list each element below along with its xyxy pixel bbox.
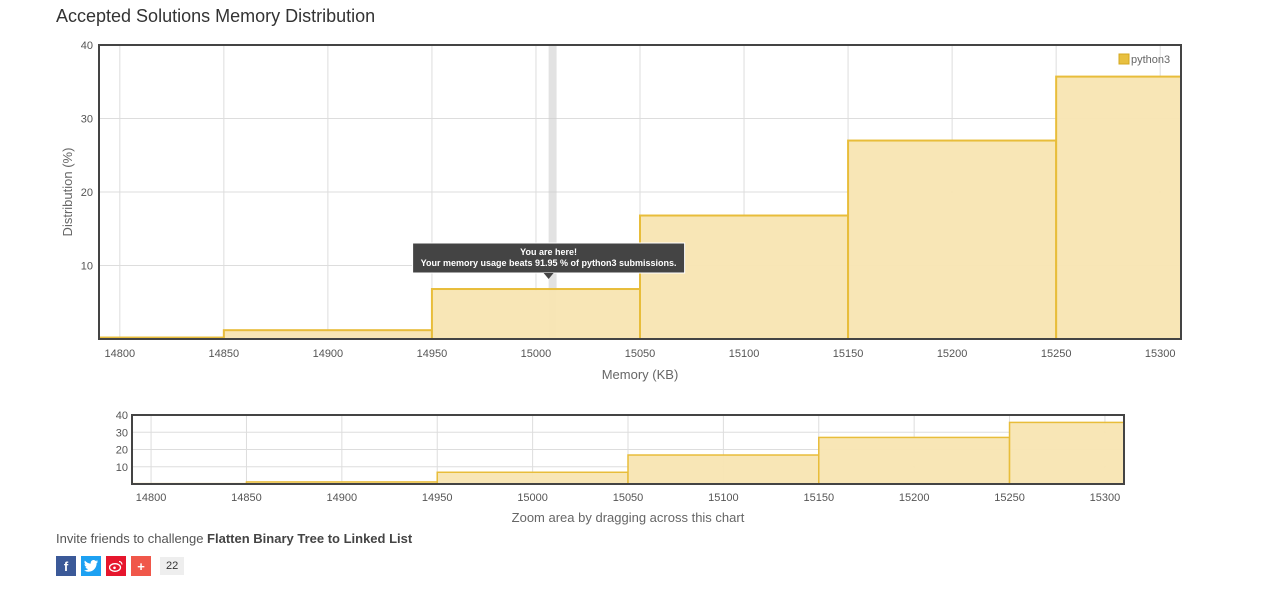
you-are-here-marker — [548, 45, 557, 339]
x-tick-label: 15200 — [899, 492, 930, 504]
problem-name[interactable]: Flatten Binary Tree to Linked List — [207, 531, 413, 546]
y-tick-label: 30 — [81, 114, 93, 126]
x-tick-label: 14800 — [105, 348, 136, 360]
x-tick-label: 15300 — [1145, 348, 1176, 360]
x-tick-label: 15000 — [517, 492, 548, 504]
legend-label: python3 — [1131, 54, 1170, 66]
x-tick-label: 15150 — [833, 348, 864, 360]
x-axis-title: Zoom area by dragging across this chart — [512, 510, 745, 525]
invite-line: Invite friends to challenge Flatten Bina… — [56, 531, 412, 546]
histogram-bar — [1008, 421, 1125, 485]
plot-frame — [131, 414, 1125, 485]
x-tick-label: 15100 — [729, 348, 760, 360]
x-tick-label: 14900 — [327, 492, 358, 504]
tooltip: You are here!Your memory usage beats 91.… — [412, 242, 686, 279]
invite-text: Invite friends to challenge — [56, 531, 208, 546]
histogram-bar — [430, 288, 641, 340]
plot-frame — [98, 44, 1182, 340]
x-tick-label: 14900 — [313, 348, 344, 360]
histogram-bar — [1055, 75, 1182, 340]
main-chart: 10 20 30 40 14800 14850 14900 14950 15000 15050 15… — [60, 40, 1182, 382]
legend-swatch — [1118, 53, 1130, 65]
y-tick-label: 20 — [116, 445, 128, 457]
navigator-chart: 10 20 30 40 14800 14850 14900 14950 15000 15050 15… — [116, 410, 1125, 525]
x-tick-label: 15100 — [708, 492, 739, 504]
x-tick-label: 14850 — [209, 348, 240, 360]
x-tick-label: 15250 — [1041, 348, 1072, 360]
y-tick-label: 30 — [116, 427, 128, 439]
histogram-bar — [847, 139, 1058, 340]
histogram-bar — [818, 436, 1011, 485]
plus-icon[interactable]: + — [131, 556, 151, 576]
x-tick-label: 14800 — [136, 492, 167, 504]
x-tick-label: 15050 — [613, 492, 644, 504]
x-tick-label: 15050 — [625, 348, 656, 360]
x-tick-label: 15300 — [1090, 492, 1121, 504]
x-axis-title: Memory (KB) — [602, 367, 679, 382]
page-title: Accepted Solutions Memory Distribution — [56, 6, 376, 26]
y-tick-label: 40 — [81, 40, 93, 52]
weibo-icon[interactable] — [106, 556, 126, 576]
x-tick-label: 15000 — [521, 348, 552, 360]
histogram-bar — [436, 471, 629, 485]
x-tick-label: 15200 — [937, 348, 968, 360]
y-tick-label: 40 — [116, 410, 128, 422]
y-tick-label: 10 — [116, 462, 128, 474]
y-tick-label: 10 — [81, 261, 93, 273]
twitter-icon[interactable] — [81, 556, 101, 576]
share-count: 22 — [160, 557, 185, 575]
facebook-icon[interactable]: f — [56, 556, 76, 576]
histogram-bar — [222, 329, 433, 340]
tooltip-box — [412, 242, 686, 274]
x-tick-label: 14950 — [422, 492, 453, 504]
tooltip-line-2: Your memory usage beats 91.95 % of pytho… — [421, 258, 677, 268]
histogram-bar — [627, 454, 820, 485]
y-axis-title: Distribution (%) — [60, 148, 75, 237]
x-tick-label: 14950 — [417, 348, 448, 360]
histogram-bar — [639, 214, 850, 341]
tooltip-arrow — [543, 273, 554, 279]
x-tick-label: 14850 — [231, 492, 262, 504]
x-tick-label: 15250 — [994, 492, 1025, 504]
share-bar: f + 22 — [56, 556, 185, 576]
y-tick-label: 20 — [81, 187, 93, 199]
tooltip-line-1: You are here! — [520, 247, 577, 257]
x-tick-label: 15150 — [803, 492, 834, 504]
